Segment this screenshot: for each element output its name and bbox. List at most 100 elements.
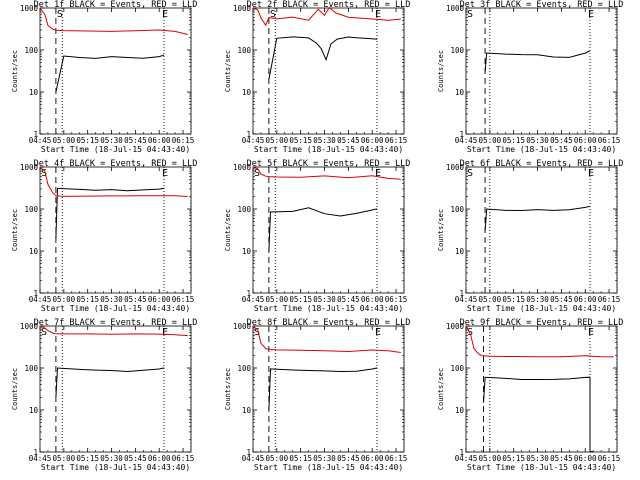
start-marker: S	[467, 327, 473, 338]
chart-title: Det 6f BLACK = Events, RED = LLD	[460, 159, 624, 169]
start-marker: S	[254, 168, 260, 179]
events-series-line	[268, 36, 378, 80]
y-tick-label: 1000	[446, 163, 465, 172]
y-tick-label: 1000	[20, 4, 39, 13]
y-tick-label: 1	[246, 130, 251, 139]
x-tick-label: 06:00	[148, 136, 171, 145]
events-series-line	[268, 207, 378, 252]
x-tick-label: 04:45	[29, 454, 52, 463]
x-tick-label: 04:45	[242, 295, 265, 304]
y-tick-label: 100	[24, 46, 38, 55]
plot-frame	[465, 7, 618, 135]
y-axis-label: Counts/sec	[11, 368, 19, 410]
y-axis-label: Counts/sec	[224, 368, 232, 410]
x-tick-label: 05:15	[76, 295, 99, 304]
x-tick-label: 05:30	[100, 136, 123, 145]
x-tick-label: 05:45	[124, 136, 147, 145]
chart-title: Det 8f BLACK = Events, RED = LLD	[247, 318, 411, 328]
y-axis-label: Counts/sec	[224, 209, 232, 251]
y-axis-label: Counts/sec	[11, 50, 19, 92]
x-tick-label: 05:15	[76, 136, 99, 145]
end-marker: E	[162, 168, 168, 179]
x-axis-label: Start Time (18-Jul-15 04:43:40)	[467, 145, 616, 154]
y-tick-label: 100	[24, 205, 38, 214]
chart-title: Det 4f BLACK = Events, RED = LLD	[34, 159, 198, 169]
x-tick-label: 06:00	[361, 454, 384, 463]
x-axis-label: Start Time (18-Jul-15 04:43:40)	[254, 304, 403, 313]
x-tick-label: 04:45	[455, 454, 478, 463]
chart-panel-3: Det 3f BLACK = Events, RED = LLD 1 10 100 10…	[437, 0, 623, 154]
chart-title: Det 3f BLACK = Events, RED = LLD	[460, 0, 624, 10]
x-tick-label: 06:15	[385, 454, 408, 463]
x-axis-label: Start Time (18-Jul-15 04:43:40)	[467, 304, 616, 313]
y-axis-label: Counts/sec	[437, 209, 445, 251]
y-tick-label: 100	[450, 46, 464, 55]
x-tick-label: 05:45	[337, 295, 360, 304]
end-marker: E	[588, 168, 594, 179]
chart-panel-5: Det 5f BLACK = Events, RED = LLD 1 10 100 10…	[224, 159, 410, 313]
x-tick-label: 05:00	[266, 454, 289, 463]
y-tick-label: 10	[455, 406, 465, 415]
chart-panel-4: Det 4f BLACK = Events, RED = LLD 1 10 100 10…	[11, 159, 197, 313]
x-axis-label: Start Time (18-Jul-15 04:43:40)	[254, 463, 403, 472]
end-marker: E	[162, 327, 168, 338]
x-tick-label: 05:15	[502, 136, 525, 145]
end-marker: E	[162, 9, 168, 20]
x-tick-label: 05:00	[266, 136, 289, 145]
lld-series-line	[465, 325, 614, 358]
y-tick-label: 10	[242, 406, 252, 415]
chart-panel-2: Det 2f BLACK = Events, RED = LLD 1 10 100 10…	[224, 0, 410, 154]
lld-series-line	[39, 166, 188, 197]
x-tick-label: 04:45	[455, 295, 478, 304]
y-tick-label: 100	[237, 205, 251, 214]
x-tick-label: 06:15	[172, 136, 195, 145]
x-tick-label: 05:30	[313, 454, 336, 463]
plot-frame	[465, 166, 618, 294]
start-marker: S	[270, 9, 276, 20]
end-marker: E	[588, 9, 594, 20]
y-axis-label: Counts/sec	[437, 368, 445, 410]
x-tick-label: 04:45	[29, 136, 52, 145]
events-series-line	[483, 376, 594, 453]
x-tick-label: 05:15	[289, 454, 312, 463]
x-tick-label: 05:45	[550, 136, 573, 145]
x-tick-label: 05:30	[526, 454, 549, 463]
x-tick-label: 06:15	[598, 454, 621, 463]
x-tick-label: 05:15	[502, 454, 525, 463]
y-tick-label: 1	[33, 289, 38, 298]
lld-series-line	[252, 325, 401, 353]
y-tick-label: 1000	[233, 4, 252, 13]
x-tick-label: 06:15	[172, 295, 195, 304]
x-tick-label: 06:00	[148, 454, 171, 463]
y-tick-label: 10	[29, 247, 39, 256]
start-marker: S	[41, 168, 47, 179]
y-tick-label: 1	[246, 289, 251, 298]
y-tick-label: 10	[242, 88, 252, 97]
lld-series-line	[39, 325, 188, 337]
x-tick-label: 05:45	[124, 295, 147, 304]
y-tick-label: 1000	[233, 163, 252, 172]
x-tick-label: 05:30	[100, 295, 123, 304]
x-tick-label: 05:00	[479, 136, 502, 145]
y-tick-label: 1	[33, 448, 38, 457]
chart-title: Det 9f BLACK = Events, RED = LLD	[460, 318, 624, 328]
y-tick-label: 1	[459, 448, 464, 457]
start-marker: S	[41, 327, 47, 338]
end-marker: E	[375, 168, 381, 179]
x-axis-label: Start Time (18-Jul-15 04:43:40)	[254, 145, 403, 154]
x-tick-label: 06:00	[361, 136, 384, 145]
end-marker: E	[588, 327, 594, 338]
x-tick-label: 06:00	[361, 295, 384, 304]
chart-panel-6: Det 6f BLACK = Events, RED = LLD 1 10 100 10…	[437, 159, 623, 313]
x-axis-label: Start Time (18-Jul-15 04:43:40)	[467, 463, 616, 472]
x-tick-label: 05:30	[526, 136, 549, 145]
x-tick-label: 05:00	[479, 454, 502, 463]
x-tick-label: 05:15	[502, 295, 525, 304]
start-marker: S	[467, 168, 473, 179]
chart-panel-9: Det 9f BLACK = Events, RED = LLD 1 10 100 10…	[437, 318, 623, 472]
y-tick-label: 1000	[20, 163, 39, 172]
start-marker: S	[254, 327, 260, 338]
x-tick-label: 06:15	[385, 295, 408, 304]
x-tick-label: 06:15	[598, 136, 621, 145]
y-tick-label: 10	[455, 247, 465, 256]
